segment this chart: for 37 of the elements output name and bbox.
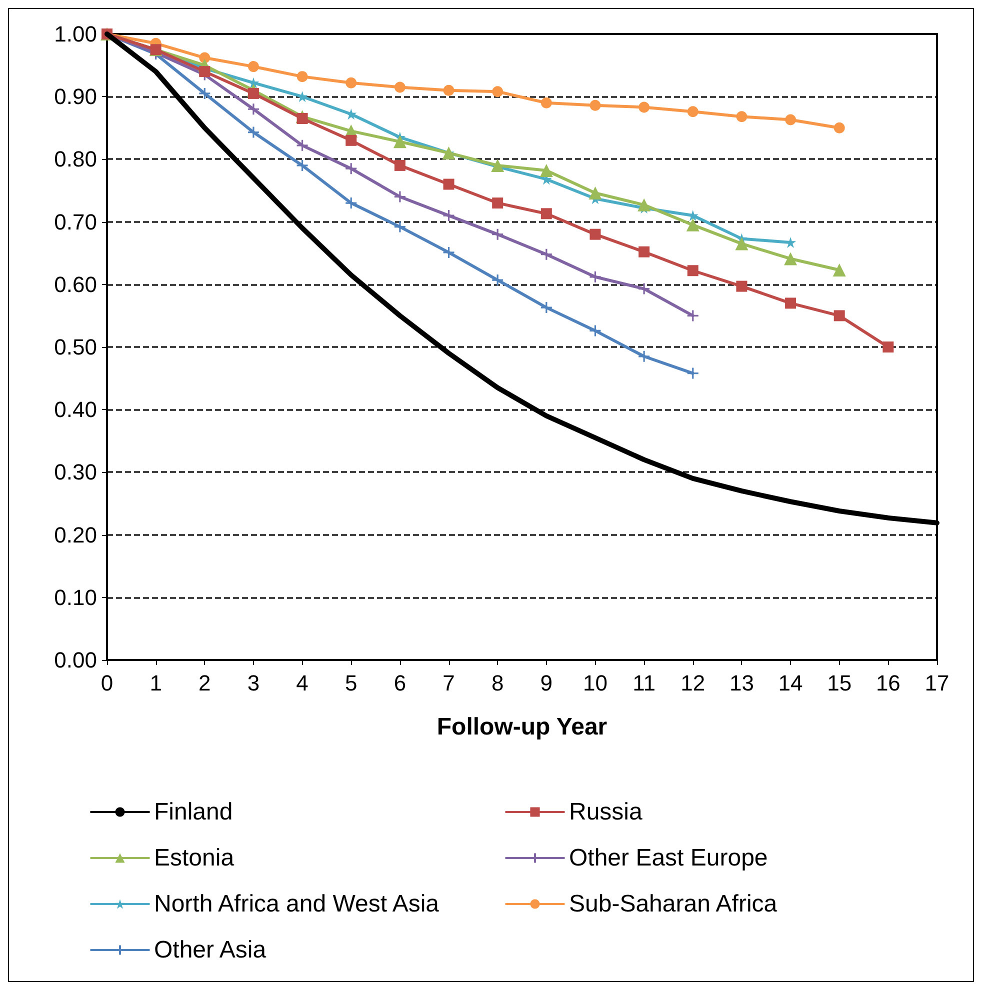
x-tick-label: 5 <box>344 670 358 696</box>
x-tick-label: 8 <box>491 670 504 696</box>
legend-label: Finland <box>154 798 233 826</box>
x-tick-label: 12 <box>680 670 706 696</box>
y-tick-label: 0.70 <box>54 209 97 234</box>
x-tick-label: 6 <box>394 670 406 696</box>
legend-label: Sub-Saharan Africa <box>569 890 778 918</box>
y-tick-label: 0.80 <box>54 146 97 172</box>
x-tick-label: 11 <box>632 670 656 696</box>
y-tick-label: 0.40 <box>54 397 97 422</box>
x-tick-label: 9 <box>540 670 553 696</box>
legend-label: North Africa and West Asia <box>154 890 440 918</box>
y-tick-label: 0.10 <box>54 584 97 610</box>
x-tick-label: 15 <box>827 670 852 696</box>
x-tick-label: 17 <box>924 670 950 696</box>
y-tick-label: 0.20 <box>54 522 97 548</box>
x-tick-label: 0 <box>100 670 114 696</box>
x-axis-title: Follow-up Year <box>436 714 608 740</box>
x-tick-label: 2 <box>198 670 211 696</box>
legend-label: Other Asia <box>154 936 267 964</box>
x-tick-label: 10 <box>582 670 608 696</box>
x-tick-label: 16 <box>876 670 900 696</box>
y-tick-label: 0.60 <box>54 272 97 297</box>
x-tick-label: 14 <box>778 670 803 696</box>
y-tick-label: 1.00 <box>54 22 97 46</box>
y-tick-label: 0.50 <box>54 334 97 360</box>
legend-label: Russia <box>569 798 644 826</box>
x-tick-label: 3 <box>247 670 260 696</box>
x-tick-label: 13 <box>729 670 754 696</box>
x-tick-label: 1 <box>150 670 162 696</box>
x-tick-label: 4 <box>296 670 308 696</box>
y-tick-label: 0.90 <box>54 84 97 110</box>
legend-label: Other East Europe <box>569 844 768 872</box>
y-tick-label: 0.30 <box>54 460 97 485</box>
y-tick-label: 0.00 <box>54 648 97 672</box>
legend-label: Estonia <box>154 844 235 872</box>
x-tick-label: 7 <box>442 670 455 696</box>
